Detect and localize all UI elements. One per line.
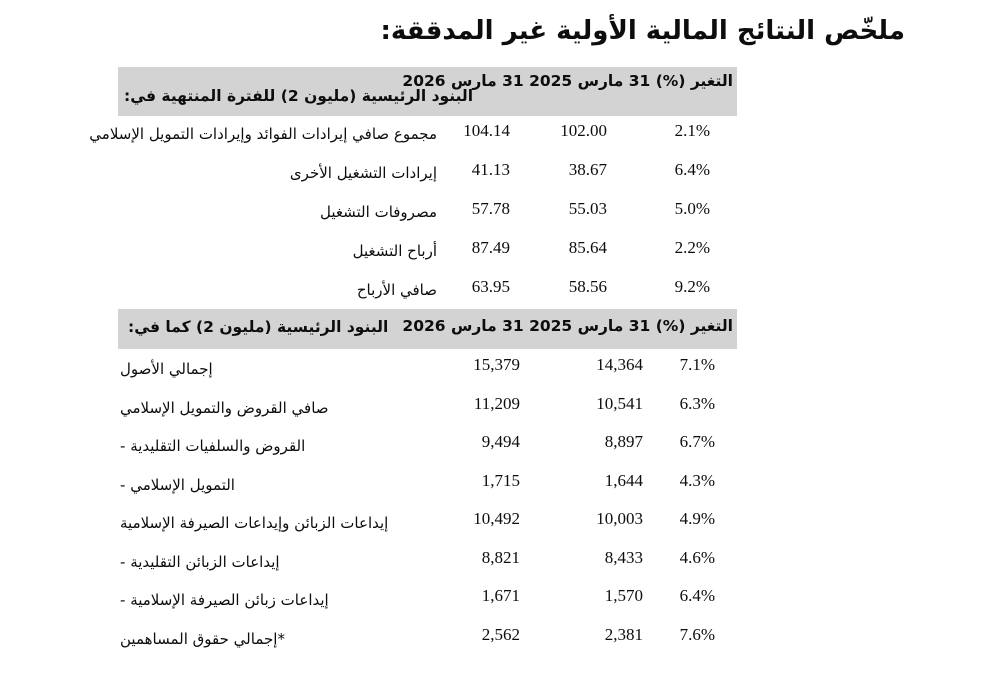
row-label: - القروض والسلفيات التقليدية xyxy=(120,437,306,455)
change-percent: 2.1% xyxy=(674,121,710,140)
change-percent: 9.2% xyxy=(674,277,710,296)
row-label: - التمويل الإسلامي xyxy=(120,475,235,494)
row-label: إيرادات التشغيل الأخرى xyxy=(289,164,437,182)
table-row: - إيداعات الزبائن التقليدية 8,821 8,433 … xyxy=(118,542,737,581)
table-row: صافي القروض والتمويل الإسلامي 11,209 10,… xyxy=(118,388,737,427)
change-percent: 6.7% xyxy=(679,432,715,451)
balance-table-header: البنود الرئيسية (⁦2 مليون⁩) كما في: التغ… xyxy=(118,309,737,349)
row-label: - إيداعات زبائن الصيرفة الإسلامية xyxy=(120,591,329,609)
table-row: مجموع صافي إيرادات الفوائد وإيرادات التم… xyxy=(89,116,737,155)
row-label: مصروفات التشغيل xyxy=(320,203,437,221)
row-label: إجمالي الأصول xyxy=(120,360,213,378)
balance-header-periods: التغير (%) 31 مارس 2025 31 مارس 2026 xyxy=(402,317,733,335)
value-2025: 55.03 xyxy=(568,199,607,218)
value-2025: 85.64 xyxy=(568,238,607,257)
change-percent: 6.4% xyxy=(679,586,715,605)
value-2026: 63.95 xyxy=(471,277,510,296)
income-header-items: البنود الرئيسية (⁦2 مليون⁩) للفترة المنت… xyxy=(124,87,474,105)
value-2026: 10,492 xyxy=(473,509,520,528)
table-row: صافي الأرباح 63.95 58.56 9.2% xyxy=(118,272,737,311)
table-row: - إيداعات زبائن الصيرفة الإسلامية 1,671 … xyxy=(118,580,737,619)
change-percent: 2.2% xyxy=(674,238,710,257)
change-percent: 4.6% xyxy=(679,547,715,567)
value-2025: 10,541 xyxy=(596,393,643,413)
value-2025: 14,364 xyxy=(596,355,643,374)
change-percent: 7.1% xyxy=(679,355,715,374)
income-statement-table: التغير (%) 31 مارس 2025 31 مارس 2026 الب… xyxy=(89,67,737,311)
value-2026: 1,671 xyxy=(481,586,520,605)
value-2026: 11,209 xyxy=(473,393,520,413)
income-header-periods: التغير (%) 31 مارس 2025 31 مارس 2026 xyxy=(402,72,733,90)
table-row: إجمالي حقوق المساهمين* 2,562 2,381 7.6% xyxy=(118,619,737,658)
value-2026: 104.14 xyxy=(463,121,510,140)
value-2026: 2,562 xyxy=(481,624,520,644)
table-row: إجمالي الأصول 15,379 14,364 7.1% xyxy=(118,349,737,388)
table-row: مصروفات التشغيل 57.78 55.03 5.0% xyxy=(118,194,737,233)
value-2026: 57.78 xyxy=(471,199,510,218)
value-2026: 15,379 xyxy=(473,355,520,374)
value-2025: 10,003 xyxy=(596,509,643,528)
table-row: إيرادات التشغيل الأخرى 41.13 38.67 6.4% xyxy=(118,155,737,194)
value-2026: 41.13 xyxy=(471,160,510,179)
row-label: مجموع صافي إيرادات الفوائد وإيرادات التم… xyxy=(89,125,437,143)
change-percent: 4.3% xyxy=(679,470,715,490)
change-percent: 6.4% xyxy=(674,160,710,179)
income-table-body: مجموع صافي إيرادات الفوائد وإيرادات التم… xyxy=(89,116,737,311)
row-label: صافي القروض والتمويل الإسلامي xyxy=(120,398,329,417)
table-row: إيداعات الزبائن وإيداعات الصيرفة الإسلام… xyxy=(118,503,737,542)
row-label: أرباح التشغيل xyxy=(352,242,437,260)
table-row: - التمويل الإسلامي 1,715 1,644 4.3% xyxy=(118,465,737,504)
value-2025: 102.00 xyxy=(560,121,607,140)
value-2026: 9,494 xyxy=(481,432,520,451)
change-percent: 6.3% xyxy=(679,393,715,413)
row-label: إيداعات الزبائن وإيداعات الصيرفة الإسلام… xyxy=(120,514,389,532)
value-2025: 58.56 xyxy=(568,277,607,296)
value-2026: 87.49 xyxy=(471,238,510,257)
balance-header-items: البنود الرئيسية (⁦2 مليون⁩) كما في: xyxy=(128,318,389,336)
value-2025: 8,433 xyxy=(604,547,643,567)
change-percent: 5.0% xyxy=(674,199,710,218)
value-2025: 8,897 xyxy=(604,432,643,451)
value-2025: 2,381 xyxy=(604,624,643,644)
change-percent: 4.9% xyxy=(679,509,715,528)
value-2025: 38.67 xyxy=(568,160,607,179)
row-label: إجمالي حقوق المساهمين* xyxy=(120,629,285,648)
change-percent: 7.6% xyxy=(679,624,715,644)
income-table-header: التغير (%) 31 مارس 2025 31 مارس 2026 الب… xyxy=(118,67,737,116)
value-2026: 1,715 xyxy=(481,470,520,490)
row-label: صافي الأرباح xyxy=(356,281,437,299)
balance-table-body: إجمالي الأصول 15,379 14,364 7.1% صافي ال… xyxy=(118,349,737,657)
document-title: ملخّص النتائج المالية الأولية غير المدقق… xyxy=(380,16,905,46)
row-label: - إيداعات الزبائن التقليدية xyxy=(120,552,280,571)
table-row: أرباح التشغيل 87.49 85.64 2.2% xyxy=(118,233,737,272)
table-row: - القروض والسلفيات التقليدية 9,494 8,897… xyxy=(118,426,737,465)
value-2025: 1,644 xyxy=(604,470,643,490)
value-2025: 1,570 xyxy=(604,586,643,605)
value-2026: 8,821 xyxy=(481,547,520,567)
balance-sheet-table: البنود الرئيسية (⁦2 مليون⁩) كما في: التغ… xyxy=(118,309,737,657)
